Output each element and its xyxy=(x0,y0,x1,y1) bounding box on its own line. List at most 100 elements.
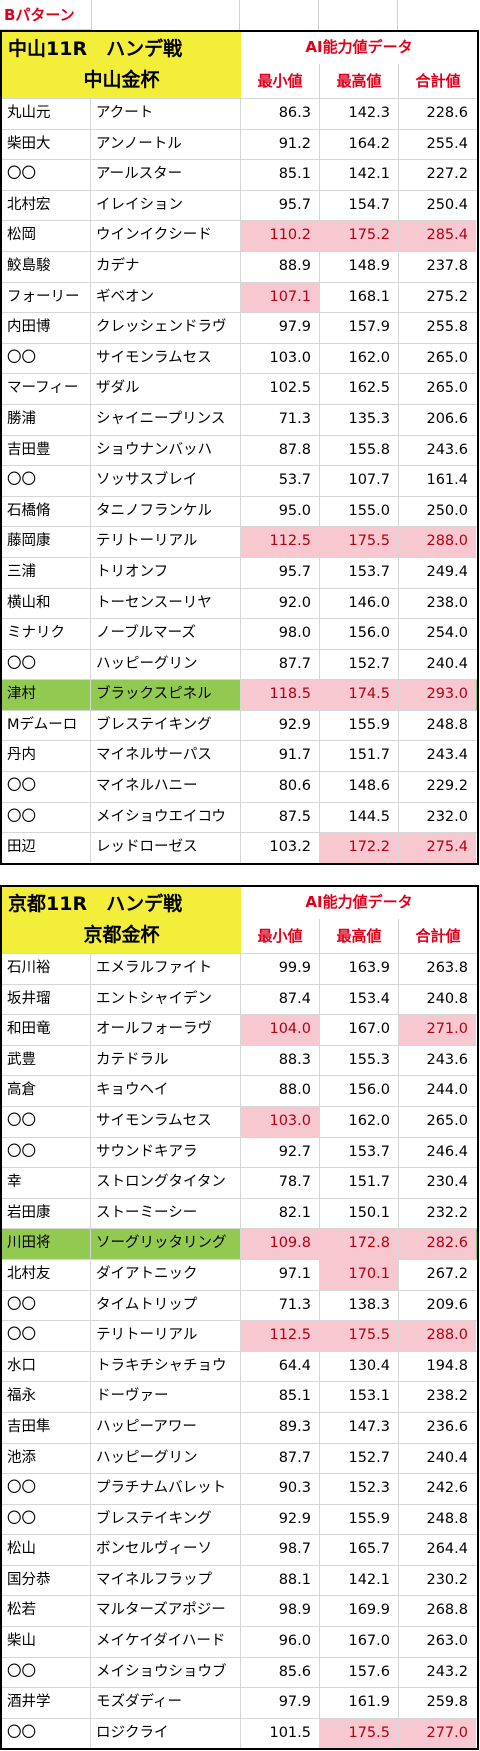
total-value-cell: 206.6 xyxy=(426,410,468,427)
jockey-cell: 〇〇 xyxy=(2,772,91,802)
horse-cell: ブラックスピネル xyxy=(91,680,241,710)
horse-cell: トーセンスーリヤ xyxy=(91,588,241,619)
jockey-cell: 北村友 xyxy=(2,1259,91,1290)
table-row: 北村友 ダイアトニック 97.1 170.1 267.2 xyxy=(2,1258,477,1290)
max-value-cell: 142.1 xyxy=(320,1565,399,1596)
max-value-cell: 161.9 xyxy=(320,1688,399,1718)
total-value-cell: 250.4 xyxy=(426,196,468,213)
total-value-cell: 285.4 xyxy=(399,221,476,251)
min-value-cell: 78.7 xyxy=(241,1168,320,1198)
table-row: 岩田康 ストーミーシー 82.1 150.1 232.2 xyxy=(2,1197,477,1229)
max-value-cell: 142.1 xyxy=(320,160,399,190)
min-value-cell: 96.0 xyxy=(241,1627,320,1657)
jockey-cell: マーフィー xyxy=(2,374,91,404)
horse-cell: タニノフランケル xyxy=(91,496,241,527)
col-head-max: 最高値 xyxy=(319,64,398,98)
table-row: 鮫島駿 カデナ 88.9 148.9 237.8 xyxy=(2,250,477,282)
max-value-cell: 154.7 xyxy=(320,190,399,221)
horse-cell: カデナ xyxy=(91,251,241,282)
min-value-cell: 95.0 xyxy=(241,496,320,527)
min-value-cell: 87.4 xyxy=(241,984,320,1015)
horse-cell: モズダディー xyxy=(91,1688,241,1718)
table-row: 水口 トラキチシャチョウ 64.4 130.4 194.8 xyxy=(2,1350,477,1382)
total-value-cell: 230.2 xyxy=(426,1571,468,1588)
max-value-cell: 150.1 xyxy=(320,1198,399,1229)
jockey-cell: 松岡 xyxy=(2,221,91,251)
max-value-cell: 130.4 xyxy=(320,1351,399,1382)
max-value-cell: 172.2 xyxy=(320,833,399,863)
max-value-cell: 147.3 xyxy=(320,1412,399,1443)
grid-divider xyxy=(318,0,319,30)
horse-cell: アンノートル xyxy=(91,129,241,160)
min-value-cell: 95.7 xyxy=(241,190,320,221)
max-value-cell: 155.8 xyxy=(320,435,399,466)
max-value-cell: 148.6 xyxy=(320,772,399,802)
table-row: 田辺 レッドローゼス 103.2 172.2 275.4 xyxy=(2,832,477,863)
total-value-cell: 161.4 xyxy=(426,472,468,489)
jockey-cell: 〇〇 xyxy=(2,466,91,496)
total-value-cell: 255.8 xyxy=(426,319,468,336)
min-value-cell: 88.1 xyxy=(241,1565,320,1596)
jockey-cell: 横山和 xyxy=(2,588,91,619)
horse-cell: マイネルハニー xyxy=(91,772,241,802)
jockey-cell: 〇〇 xyxy=(2,1106,91,1137)
jockey-cell: 〇〇 xyxy=(2,1321,91,1351)
col-head-min: 最小値 xyxy=(257,72,303,90)
total-value-cell: 232.2 xyxy=(426,1204,468,1221)
max-value-cell: 175.2 xyxy=(320,221,399,251)
ai-data-header: AI能力値データ 最小値 最高値 合計値 xyxy=(241,32,477,98)
total-value-cell: 240.4 xyxy=(426,1449,468,1466)
grid-divider xyxy=(239,0,240,30)
table-row: 坂井瑠 エントシャイデン 87.4 153.4 240.8 xyxy=(2,983,477,1015)
table-row: 柴山 メイケイダイハード 96.0 167.0 263.0 xyxy=(2,1626,477,1657)
min-value-cell: 97.9 xyxy=(241,1688,320,1718)
jockey-cell: 吉田隼 xyxy=(2,1412,91,1443)
horse-cell: クレッシェンドラヴ xyxy=(91,313,241,343)
table-row: 松山 ボンセルヴィーソ 98.7 165.7 264.4 xyxy=(2,1534,477,1565)
horse-cell: ブレステイキング xyxy=(91,710,241,741)
min-value-cell: 98.0 xyxy=(241,619,320,649)
horse-cell: ダイアトニック xyxy=(91,1259,241,1290)
max-value-cell: 153.4 xyxy=(320,984,399,1015)
total-value-cell: 248.8 xyxy=(426,716,468,733)
table-row: 丸山元 アクート 86.3 142.3 228.6 xyxy=(2,98,477,129)
table-row: 〇〇 ハッピーグリン 87.7 152.7 240.4 xyxy=(2,648,477,680)
max-value-cell: 163.9 xyxy=(320,954,399,984)
jockey-cell: 〇〇 xyxy=(2,802,91,833)
horse-cell: テリトーリアル xyxy=(91,1321,241,1351)
min-value-cell: 104.0 xyxy=(241,1015,320,1045)
col-head-min: 最小値 xyxy=(257,927,303,945)
race-title-block: 中山11R ハンデ戦 中山金杯 xyxy=(2,32,241,98)
col-head-total: 合計値 xyxy=(398,919,477,953)
max-value-cell: 175.5 xyxy=(320,1321,399,1351)
max-value-cell: 152.3 xyxy=(320,1474,399,1504)
horse-cell: エメラルファイト xyxy=(91,954,241,984)
jockey-cell: 〇〇 xyxy=(2,343,91,374)
total-value-cell: 255.4 xyxy=(426,135,468,152)
min-value-cell: 98.9 xyxy=(241,1596,320,1627)
table-row: 和田竜 オールフォーラヴ 104.0 167.0 271.0 xyxy=(2,1014,477,1045)
horse-cell: メイショウショウブ xyxy=(91,1657,241,1688)
min-value-cell: 80.6 xyxy=(241,772,320,802)
jockey-cell: フォーリー xyxy=(2,282,91,313)
total-value-cell: 244.0 xyxy=(426,1082,468,1099)
jockey-cell: 幸 xyxy=(2,1168,91,1198)
max-value-cell: 148.9 xyxy=(320,251,399,282)
race-header: 中山11R ハンデ戦 中山金杯 AI能力値データ 最小値 最高値 合計値 xyxy=(2,32,477,98)
total-value-cell: 227.2 xyxy=(426,166,468,183)
table-row: 松若 マルターズアポジー 98.9 169.9 268.8 xyxy=(2,1595,477,1627)
ai-data-header: AI能力値データ 最小値 最高値 合計値 xyxy=(241,887,477,953)
horse-cell: メイショウエイコウ xyxy=(91,802,241,833)
horse-cell: タイムトリップ xyxy=(91,1290,241,1321)
total-value-cell: 230.4 xyxy=(426,1174,468,1191)
jockey-cell: 福永 xyxy=(2,1382,91,1412)
jockey-cell: 藤岡康 xyxy=(2,527,91,557)
race-table-nakayama: 中山11R ハンデ戦 中山金杯 AI能力値データ 最小値 最高値 合計値 丸山元… xyxy=(0,30,479,865)
jockey-cell: 石川裕 xyxy=(2,954,91,984)
race-rows: 石川裕 エメラルファイト 99.9 163.9 263.8 坂井瑠 エントシャイデン 87.4… xyxy=(2,953,477,1749)
table-row: 三浦 トリオンフ 95.7 153.7 249.4 xyxy=(2,556,477,588)
max-value-cell: 142.3 xyxy=(320,99,399,129)
total-value-cell: 248.8 xyxy=(426,1510,468,1527)
min-value-cell: 92.7 xyxy=(241,1137,320,1168)
jockey-cell: 水口 xyxy=(2,1351,91,1382)
